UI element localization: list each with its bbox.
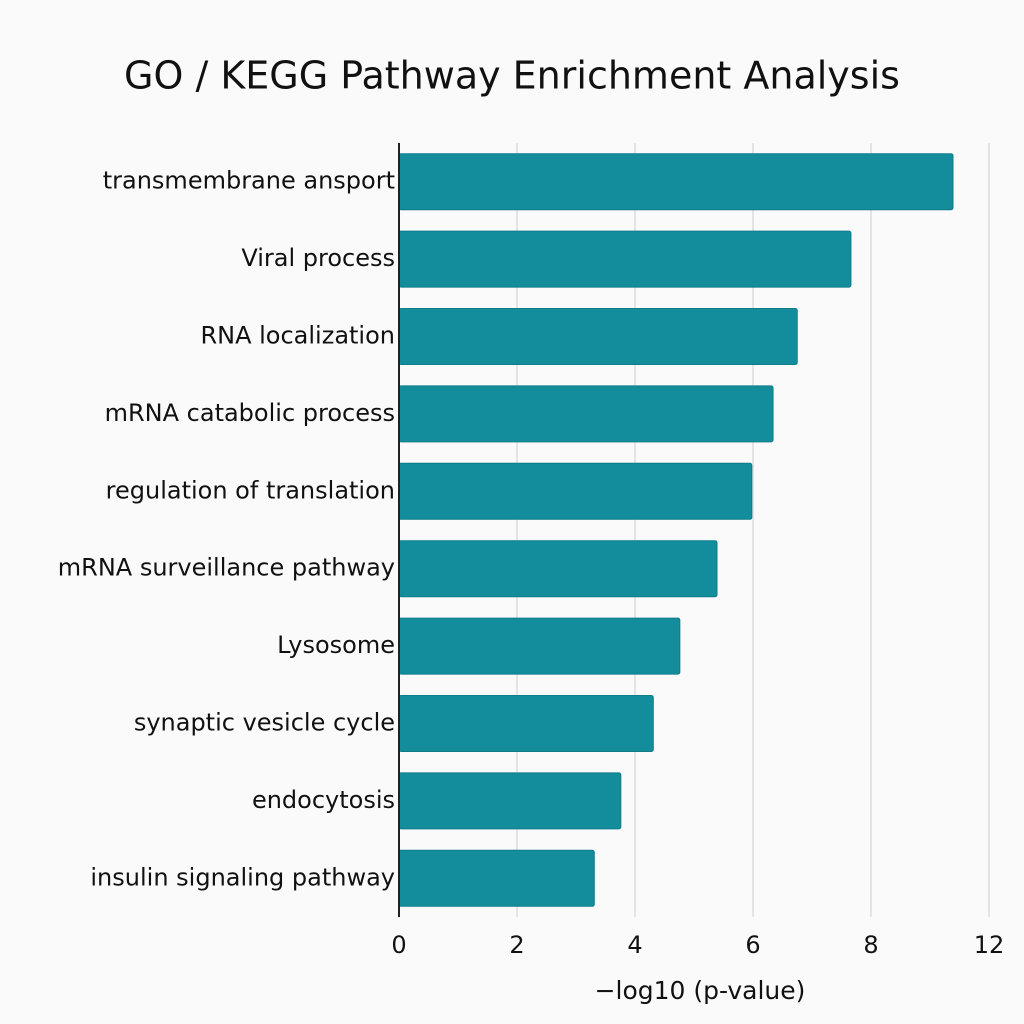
- bar: [398, 617, 681, 675]
- bar: [398, 695, 654, 752]
- x-tick-label: 2: [509, 931, 524, 959]
- bar: [398, 540, 718, 598]
- y-tick-label: Viral process: [241, 244, 395, 272]
- y-tick-label: RNA localization: [200, 322, 395, 350]
- bar: [398, 230, 852, 288]
- bar: [398, 462, 753, 520]
- x-tick-label: 6: [745, 931, 760, 959]
- x-tick-label: 12: [974, 931, 1005, 959]
- bar: [398, 153, 954, 211]
- bar: [398, 849, 595, 907]
- x-axis-title: −log10 (p-value): [595, 976, 806, 1005]
- x-tick-label: 8: [863, 931, 878, 959]
- x-tick-label: 0: [391, 931, 406, 959]
- y-tick-label: Lysosome: [277, 631, 395, 659]
- y-tick-label: insulin signaling pathway: [90, 863, 395, 891]
- y-tick-label: mRNA surveillance pathway: [58, 554, 395, 582]
- bar: [398, 385, 774, 443]
- chart-title: GO / KEGG Pathway Enrichment Analysis: [124, 54, 900, 98]
- y-tick-label: transmembrane ansport: [103, 167, 395, 195]
- bar: [398, 772, 622, 830]
- y-tick-label: mRNA catabolic process: [105, 399, 395, 427]
- y-tick-label: endocytosis: [252, 786, 395, 814]
- y-tick-label: regulation of translation: [106, 476, 395, 504]
- bar: [398, 308, 798, 365]
- x-tick-label: 4: [627, 931, 642, 959]
- y-tick-label: synaptic vesicle cycle: [134, 709, 395, 737]
